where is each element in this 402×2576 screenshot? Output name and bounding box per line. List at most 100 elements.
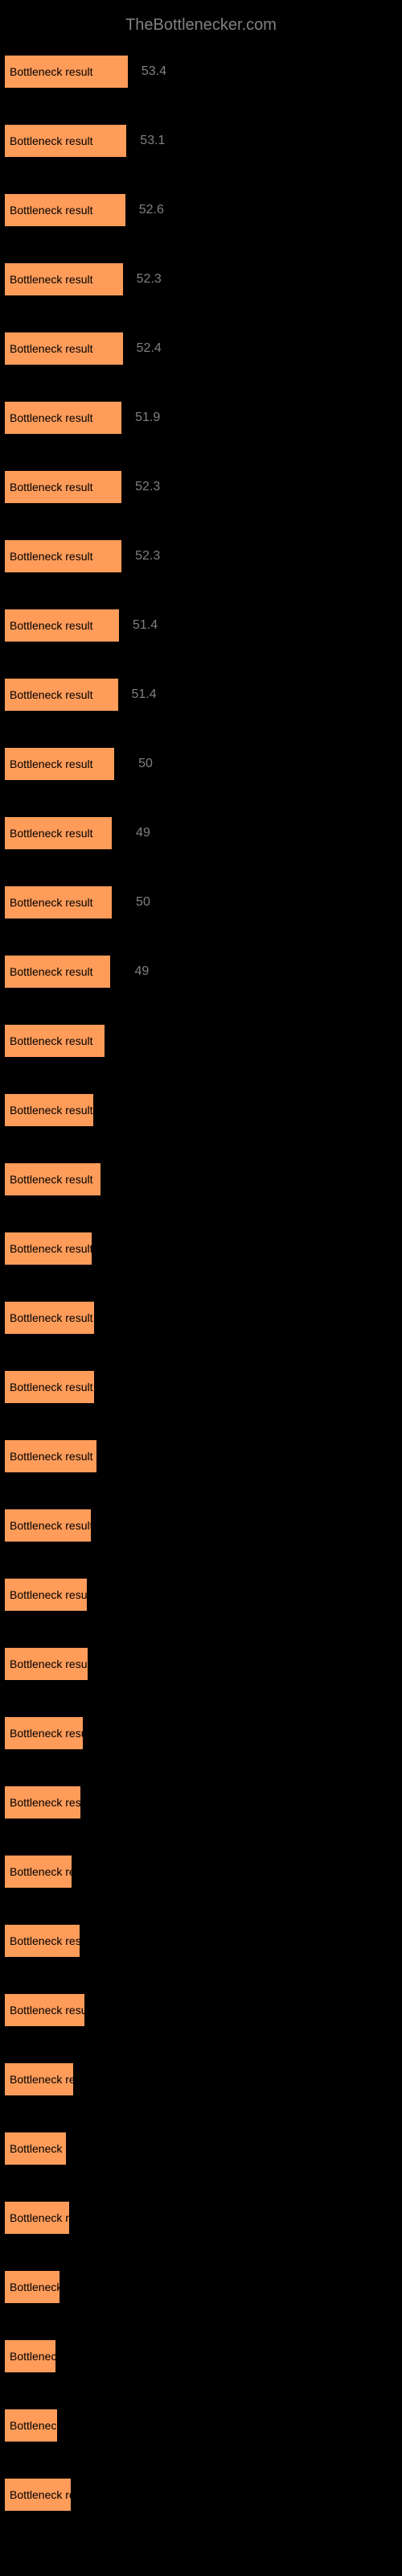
bar-label: Bottleneck result (5, 758, 93, 770)
bar-row: Bottleneck result52.3 (4, 539, 402, 588)
bar-label: Bottleneck r (5, 2142, 66, 2155)
bar-label: Bottleneck re (5, 2488, 71, 2501)
bar-row: Bottleneck result (4, 1093, 402, 1141)
bar-row: Bottleneck re (4, 2478, 402, 2526)
bar-label: Bottleneck result (5, 965, 93, 978)
bar: Bottleneck result53.1 (4, 124, 127, 158)
bar: Bottleneck (4, 2339, 56, 2373)
bar: Bottleneck result (4, 1439, 97, 1473)
bar-label: Bottleneck result (5, 827, 93, 840)
bar: Bottleneck resu (4, 1924, 80, 1958)
bar-row: Bottleneck result 52.6 (4, 193, 402, 242)
bar-label: Bottleneck result (5, 411, 93, 424)
bar: Bottleneck re (4, 2478, 72, 2512)
bar: Bottleneck result51.4 (4, 609, 120, 642)
bar-label: Bottleneck result (5, 1173, 93, 1186)
bar: Bottleneck result50 (4, 747, 115, 781)
bar-label: Bottleneck result (5, 1450, 93, 1463)
bar-row: Bottleneck res (4, 2062, 402, 2111)
bar-row: Bottleneck result 53.4 (4, 55, 402, 103)
bar: Bottleneck result52.3 (4, 262, 124, 296)
bar: Bottleneck result52.3 (4, 470, 122, 504)
bar-label: Bottleneck re (5, 2211, 69, 2224)
bar-row: Bottleneck result 51.9 (4, 401, 402, 449)
bar-label: Bottleneck resu (5, 1796, 80, 1809)
bar-label: Bottleneck result (5, 273, 93, 286)
bar-value: 49 (136, 826, 150, 840)
bar: Bottleneck result51.4 (4, 678, 119, 712)
bar-value: 49 (135, 964, 150, 979)
bar-row: Bottleneck result 51.4 (4, 609, 402, 657)
page-title: TheBottlenecker.com (125, 16, 277, 34)
page-header: TheBottlenecker.com (0, 16, 402, 35)
bar-label: Bottleneck result (5, 1034, 93, 1047)
bar-row: Bottleneck result 53.1 (4, 124, 402, 172)
bar-label: Bottleneck result (5, 1657, 88, 1670)
bar: Bottleneck result (4, 1509, 92, 1542)
bar-label: Bottleneck result (5, 481, 93, 493)
bar-label: Bottleneck result (5, 1727, 83, 1740)
bar-row: Bottleneck result 52.3 (4, 262, 402, 311)
bar-row: Bottleneck result (4, 1301, 402, 1349)
bar-label: Bottleneck result (5, 1588, 87, 1601)
bar-label: Bottleneck result (5, 65, 93, 78)
bar: Bottleneck result (4, 1162, 101, 1196)
bar-row: Bottleneck resu (4, 1924, 402, 1972)
bar-row: Bottleneck resu (4, 1785, 402, 1834)
bar: Bottleneck result51.9 (4, 401, 122, 435)
bar: Bottleneck result53.4 (4, 55, 129, 89)
bar-row: Bottleneck result (4, 1578, 402, 1626)
bar-label: Bottleneck result (5, 1519, 91, 1532)
bar-row: Bottleneck result (4, 1509, 402, 1557)
bar: Bottleneck result (4, 1993, 85, 2027)
bar-label: Bottleneck result (5, 550, 93, 563)
bar: Bottleneck result50 (4, 886, 113, 919)
bar: Bottleneck result (4, 1232, 92, 1265)
bar-row: Bottleneck res (4, 1855, 402, 1903)
bar-label: Bottleneck result (5, 134, 93, 147)
bar: Bottleneck result52.6 (4, 193, 126, 227)
bar: Bottleneck result (4, 1024, 105, 1058)
bar-row: Bottleneck (4, 2339, 402, 2388)
bar-label: Bottleneck result (5, 342, 93, 355)
bar: Bottleneck (4, 2270, 60, 2304)
bar: Bottleneck result (4, 1716, 84, 1750)
bar-row: Bottleneck result (4, 1716, 402, 1765)
bar-chart: Bottleneck result 53.4 Bottleneck result 53… (0, 55, 402, 2526)
bar-row: Bottleneck r (4, 2132, 402, 2180)
bar-value: 51.4 (131, 687, 156, 702)
bar: Bottleneck resu (4, 1785, 81, 1819)
bar-label: Bottleneck result (5, 1381, 93, 1393)
bar-value: 50 (136, 895, 150, 910)
bar-value: 53.4 (142, 64, 166, 79)
bar-row: Bottleneck result (4, 1370, 402, 1418)
bar: Bottleneck r (4, 2132, 67, 2165)
bar: Bottleneck result52.3 (4, 539, 122, 573)
bar-label: Bottleneck result (5, 204, 93, 217)
bar-label: Bottleneck res (5, 2073, 73, 2086)
bar-label: Bottleneck result (5, 2004, 84, 2017)
bar-row: Bottleneck result (4, 1647, 402, 1695)
bar-label: Bottleneck res (5, 1865, 72, 1878)
bar-label: Bottleneck (5, 2281, 59, 2293)
bar-row: Bottleneck result 50 (4, 886, 402, 934)
bar: Bottleneck result49 (4, 816, 113, 850)
bar-label: Bottleneck (5, 2350, 55, 2363)
bar-label: Bottleneck resu (5, 1934, 80, 1947)
bar-value: 52.6 (139, 203, 164, 217)
bar-row: Bottleneck result 49 (4, 955, 402, 1003)
bar-row: Bottleneck result52.3 (4, 470, 402, 518)
bar-value: 53.1 (140, 134, 165, 148)
bar-value: 51.9 (135, 411, 160, 425)
bar-row: Bottleneck (4, 2409, 402, 2457)
bar: Bottleneck result (4, 1647, 88, 1681)
bar-row: Bottleneck result (4, 1993, 402, 2041)
bar-label: Bottleneck (5, 2419, 57, 2432)
bar-label: Bottleneck result (5, 896, 93, 909)
bar-value: 52.3 (137, 272, 162, 287)
bar-row: Bottleneck result (4, 1439, 402, 1488)
bar: Bottleneck result (4, 1578, 88, 1612)
bar-label: Bottleneck result (5, 688, 93, 701)
bar-label: Bottleneck result (5, 619, 93, 632)
bar-value: 51.4 (133, 618, 158, 633)
